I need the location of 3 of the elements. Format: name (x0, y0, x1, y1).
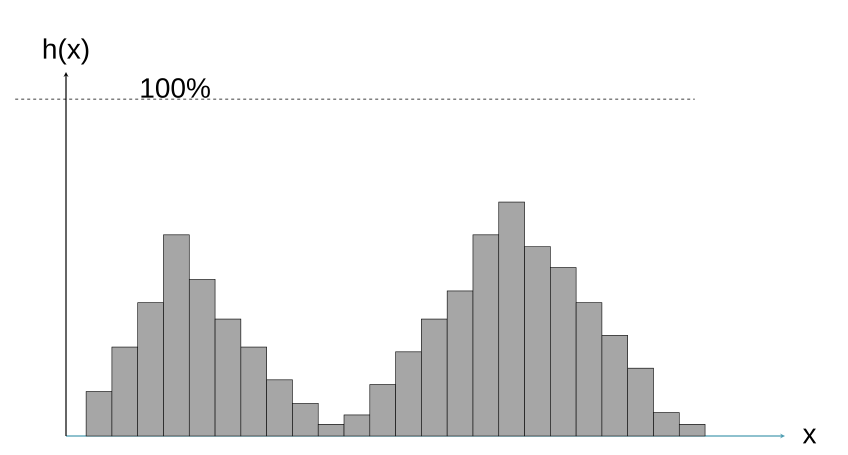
text: 100% (141, 78, 210, 98)
y-axis-title: h(x) (44, 38, 88, 64)
x-axis-title: x (802, 428, 816, 444)
